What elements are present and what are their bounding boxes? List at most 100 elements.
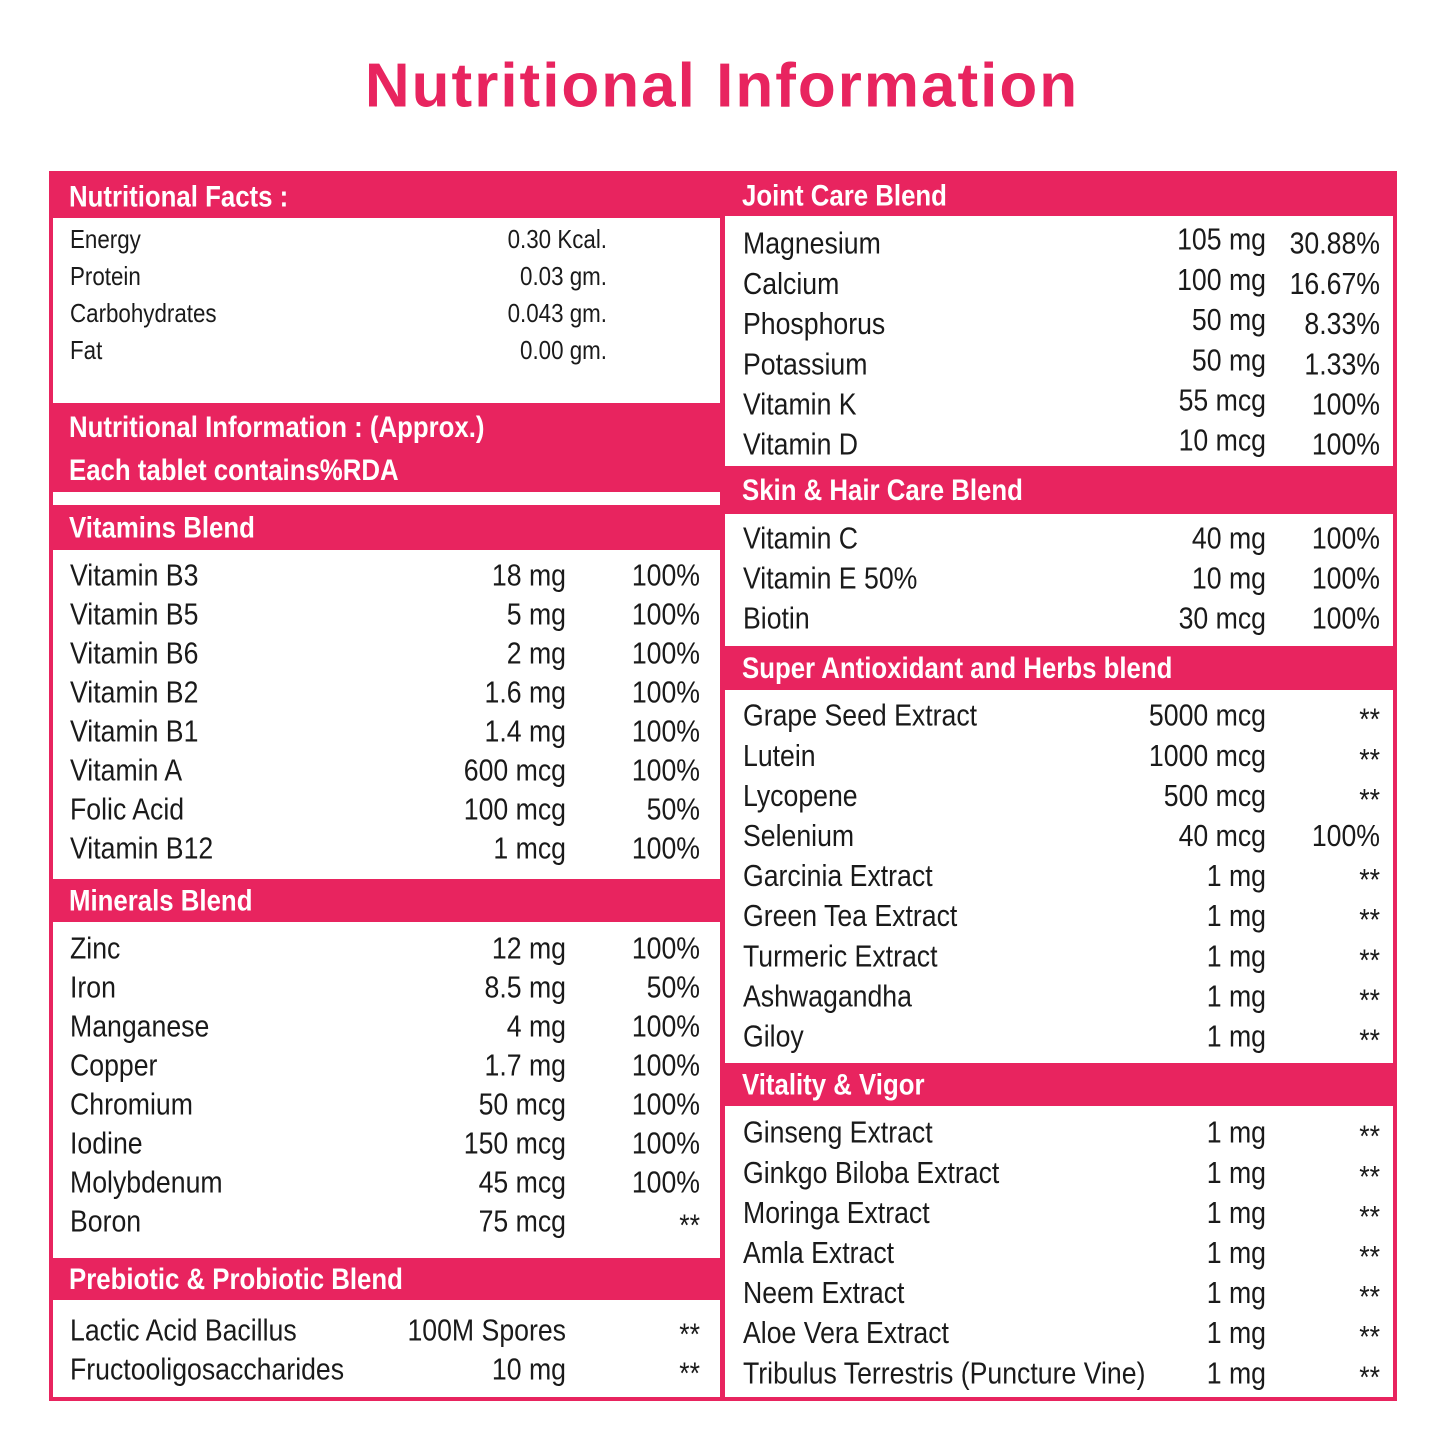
nutrient-name: Lactic Acid Bacillus (70, 1314, 297, 1348)
nutrient-name: Turmeric Extract (743, 939, 938, 973)
nutrient-rda: 100% (632, 932, 700, 966)
nutrient-amount: 45 mcg (479, 1166, 566, 1200)
section-heading: Prebiotic & Probiotic Blend (69, 1262, 403, 1295)
column-divider (720, 173, 725, 1399)
section-header-band (723, 175, 1395, 216)
nutrient-name: Vitamin B6 (70, 637, 198, 671)
nutrient-amount: 1 mg (1207, 1316, 1266, 1350)
nutrient-name: Chromium (70, 1088, 193, 1122)
nutrient-rda: ** (1359, 1200, 1380, 1234)
nutrient-name: Molybdenum (70, 1166, 223, 1200)
nutrient-rda: 100% (632, 637, 700, 671)
nutrient-name: Biotin (743, 602, 810, 636)
nutrient-amount: 600 mcg (464, 754, 566, 788)
nutrient-rda: ** (1359, 863, 1380, 897)
nutrient-rda: 100% (1312, 522, 1380, 556)
nutrient-rda: ** (1359, 1280, 1380, 1314)
nutrient-rda: ** (1359, 1360, 1380, 1394)
nutrient-amount: 1 mg (1207, 1020, 1266, 1054)
nutrient-name: Vitamin B1 (70, 715, 198, 749)
nutrient-rda: 50% (647, 793, 700, 827)
nutrient-amount: 1 mg (1207, 1156, 1266, 1190)
nutrient-amount: 2 mg (507, 637, 566, 671)
nutrient-name: Zinc (70, 932, 120, 966)
nutrient-name: Grape Seed Extract (743, 699, 977, 733)
nutrient-amount: 1 mg (1207, 1196, 1266, 1230)
nutrient-rda: ** (1359, 783, 1380, 817)
nutrient-name: Lycopene (743, 779, 858, 813)
section-header-band (723, 646, 1395, 690)
nutrient-name: Ginseng Extract (743, 1116, 933, 1150)
section-heading: Vitality & Vigor (742, 1068, 925, 1101)
section-header-band (51, 1258, 722, 1300)
nutrient-rda: 100% (632, 715, 700, 749)
nutrient-name: Aloe Vera Extract (743, 1316, 949, 1350)
nutrient-amount: 150 mcg (464, 1127, 566, 1161)
nutrient-amount: 30 mcg (1179, 602, 1266, 636)
nutrient-name: Carbohydrates (70, 300, 217, 329)
nutrient-rda: ** (1359, 1320, 1380, 1354)
nutrient-amount: 1 mg (1207, 899, 1266, 933)
nutrient-name: Moringa Extract (743, 1196, 930, 1230)
nutrient-name: Folic Acid (70, 793, 184, 827)
nutrient-rda: ** (1359, 703, 1380, 737)
nutrient-amount: 1 mg (1207, 1116, 1266, 1150)
nutrient-amount: 1.7 mg (485, 1049, 566, 1083)
section-heading: Skin & Hair Care Blend (742, 473, 1023, 506)
nutrient-amount: 1 mg (1207, 1236, 1266, 1270)
nutrient-name: Iron (70, 971, 116, 1005)
nutrient-amount: 100 mcg (464, 793, 566, 827)
nutrient-rda: 100% (632, 1010, 700, 1044)
nutrient-amount: 50 mg (1192, 303, 1266, 337)
nutrient-amount: 0.03 gm. (520, 263, 607, 292)
nutrient-rda: 100% (632, 559, 700, 593)
nutrient-amount: 50 mg (1192, 343, 1266, 377)
nutrient-rda: 100% (1312, 388, 1380, 422)
nutrient-name: Selenium (743, 819, 854, 853)
nutrient-amount: 1 mg (1207, 859, 1266, 893)
nutrient-rda: 100% (1312, 819, 1380, 853)
info-header: Each tablet contains%RDA (69, 453, 399, 486)
nutrient-amount: 1.6 mg (485, 676, 566, 710)
nutrient-name: Vitamin C (743, 522, 858, 556)
nutrient-amount: 4 mg (507, 1010, 566, 1044)
nutrient-amount: 105 mg (1177, 223, 1266, 257)
nutrient-name: Vitamin K (743, 388, 857, 422)
nutrient-amount: 1 mg (1207, 980, 1266, 1014)
nutrient-name: Ashwagandha (743, 980, 913, 1014)
nutrient-rda: ** (1359, 1160, 1380, 1194)
nutrient-rda: 100% (632, 598, 700, 632)
nutrient-amount: 0.00 gm. (520, 337, 607, 366)
nutrient-rda: 100% (1312, 602, 1380, 636)
section-header-band (51, 175, 722, 218)
nutrient-name: Vitamin A (70, 754, 183, 788)
nutrient-amount: 0.30 Kcal. (508, 226, 607, 255)
nutrient-rda: 100% (632, 832, 700, 866)
nutrient-amount: 10 mcg (1179, 424, 1266, 458)
nutrient-amount: 40 mcg (1179, 819, 1266, 853)
nutrient-rda: 100% (632, 676, 700, 710)
nutrient-amount: 500 mcg (1164, 779, 1266, 813)
nutrient-amount: 1 mcg (493, 832, 566, 866)
nutrient-amount: 8.5 mg (485, 971, 566, 1005)
nutrient-name: Potassium (743, 347, 867, 381)
nutrient-rda: 100% (632, 1166, 700, 1200)
nutrient-amount: 18 mg (492, 559, 566, 593)
nutrient-rda: ** (1359, 903, 1380, 937)
section-heading: Super Antioxidant and Herbs blend (742, 651, 1172, 684)
nutrient-amount: 12 mg (492, 932, 566, 966)
nutrient-name: Fat (70, 337, 103, 366)
nutrient-name: Lutein (743, 739, 816, 773)
nutrient-rda: 100% (1312, 562, 1380, 596)
section-heading: Joint Care Blend (742, 179, 947, 212)
nutrient-name: Iodine (70, 1127, 143, 1161)
nutrient-amount: 5 mg (507, 598, 566, 632)
nutrient-name: Vitamin B5 (70, 598, 198, 632)
nutrient-rda: 50% (647, 971, 700, 1005)
nutrient-rda: ** (1359, 1120, 1380, 1154)
nutrient-name: Manganese (70, 1010, 209, 1044)
nutrient-amount: 100 mg (1177, 263, 1266, 297)
page-title: Nutritional Information (365, 52, 1079, 121)
nutrient-amount: 1000 mcg (1149, 739, 1266, 773)
nutrient-rda: ** (1359, 743, 1380, 777)
